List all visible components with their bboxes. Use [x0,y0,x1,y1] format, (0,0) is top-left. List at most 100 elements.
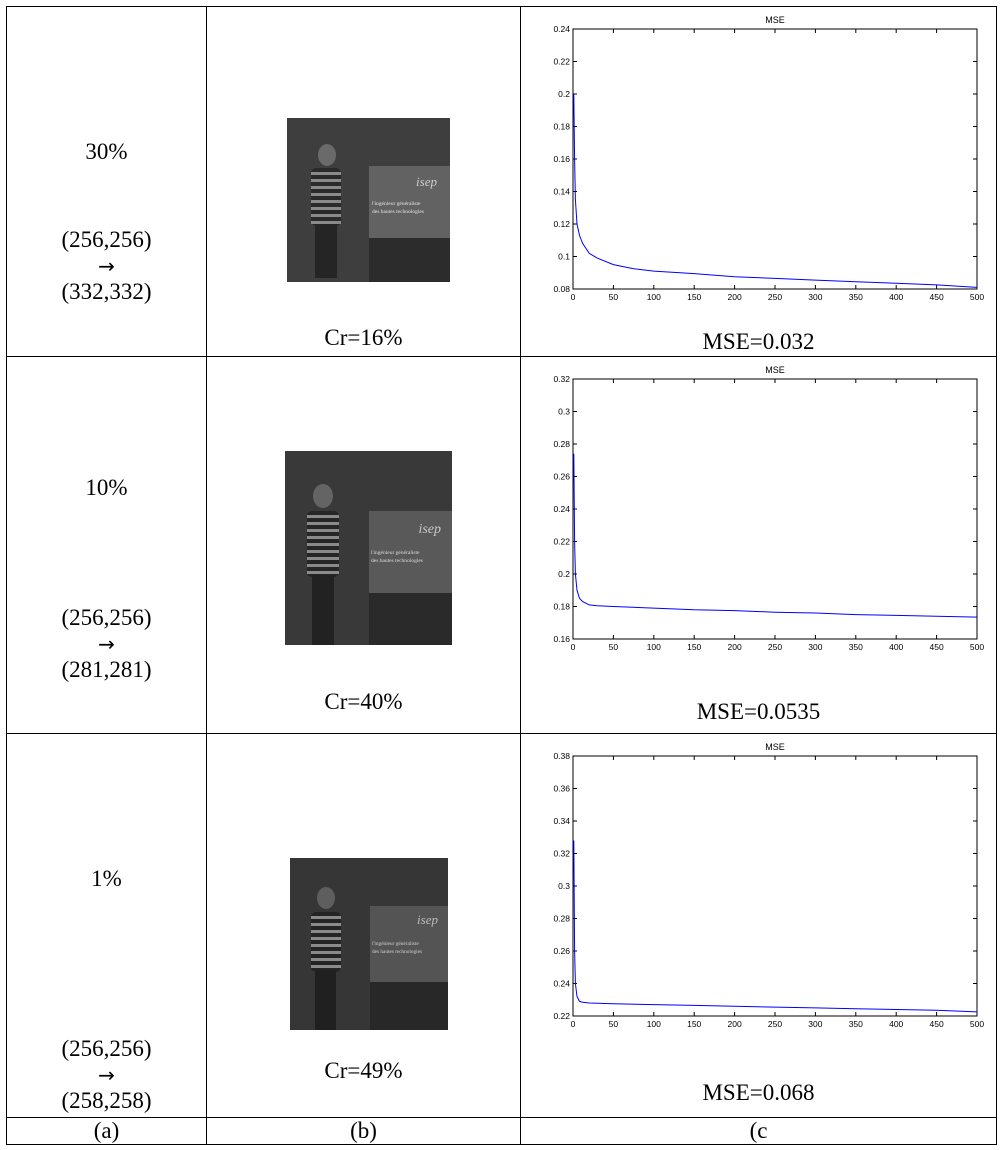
dims-from: (256,256) [61,605,152,630]
mse-chart: MSE 0 50 100 150 200 250 300 350 400 450 500 0.16 0.1… [553,365,984,652]
y-tick-label: 0.14 [553,187,570,197]
y-tick-label: 0.22 [553,57,570,67]
x-tick-label: 50 [609,642,619,652]
x-tick-label: 200 [728,292,742,302]
mse-series-line [573,453,978,618]
dims-from: (256,256) [61,227,152,252]
y-tick-label: 0.2 [558,89,570,99]
mse-series-line [573,93,978,288]
x-tick-label: 300 [808,642,822,652]
compressed-image-graphic: isep l'ingénieur généraliste des hautes … [287,118,450,282]
mse-chart: MSE 0 50 100 150 200 250 300 350 400 450 500 0.08 0.1… [553,15,984,302]
cell-params: 30% (256,256) → (332,332) [6,6,207,357]
cell-image: isep l'ingénieur généraliste des hautes … [206,733,521,1118]
cell-params: 10% (256,256) → (281,281) [6,356,207,734]
sweater-stripe [311,965,341,968]
cell-image: isep l'ingénieur généraliste des hautes … [206,356,521,734]
sweater-stripe [311,193,341,196]
x-tick-label: 450 [930,1019,944,1029]
y-tick-label: 0.18 [553,602,570,612]
sweater-stripe [311,916,341,919]
table-row: 30% (256,256) → (332,332) [6,6,997,357]
person-figure [307,484,339,645]
x-tick-label: 150 [687,1019,701,1029]
sweater-stripe [307,564,339,567]
sweater-stripe [311,214,341,217]
dimension-change: (256,256) → (332,332) [7,227,206,305]
compressed-image-graphic: isep l'ingénieur généraliste des hautes … [290,858,448,1030]
x-tick-label: 200 [728,1019,742,1029]
sweater-stripe [307,529,339,532]
percent-label: 30% [85,139,128,164]
x-tick-label: 400 [889,1019,903,1029]
x-tick-label: 450 [930,642,944,652]
y-tick-label: 0.26 [553,946,570,956]
y-tick-label: 0.22 [553,537,570,547]
y-tick-label: 0.12 [553,219,570,229]
x-tick-label: 150 [687,292,701,302]
mse-value: MSE=0.068 [702,1080,815,1105]
thumb-logo: isep [418,522,441,537]
thumb-logo: isep [417,912,438,927]
y-tick-label: 0.24 [553,504,570,514]
y-tick-label: 0.38 [553,751,570,761]
y-tick-label: 0.36 [553,784,570,794]
compression-ratio: Cr=40% [324,689,403,714]
caption-a: (a) [6,1117,207,1145]
x-tick-label: 350 [849,642,863,652]
thumb-caption-line: des hautes technologies [371,558,423,564]
y-tick-label: 0.34 [553,816,570,826]
sweater-stripe [311,200,341,203]
x-tick-label: 200 [728,642,742,652]
y-tick-label: 0.1 [558,252,570,262]
x-tick-label: 0 [571,292,576,302]
thumb-logo: isep [416,174,437,189]
sweater-stripe [311,937,341,940]
x-tick-label: 100 [647,1019,661,1029]
thumb-caption-line: l'ingénieur généraliste [372,941,419,947]
x-tick-label: 500 [970,1019,984,1029]
x-tick-label: 300 [808,292,822,302]
cell-chart: MSE 0 50 100 150 200 250 300 350 400 450 500 0.16 0.1… [520,356,997,734]
x-tick-label: 300 [808,1019,822,1029]
percent-label: 10% [85,475,128,500]
sweater-stripe [311,930,341,933]
x-tick-label: 100 [647,642,661,652]
x-tick-label: 0 [571,1019,576,1029]
arrow-icon: → [98,632,115,656]
y-tick-label: 0.28 [553,439,570,449]
y-tick-label: 0.18 [553,122,570,132]
chart-title: MSE [765,742,785,752]
sweater-stripe [311,172,341,175]
dimension-change: (256,256) → (258,258) [7,1036,206,1114]
compressed-image-graphic: isep l'ingénieur généraliste des hautes … [285,451,452,645]
arrow-icon: → [98,1063,115,1087]
x-tick-label: 250 [768,1019,782,1029]
sweater-stripe [311,221,341,224]
person-figure [311,887,341,1030]
y-tick-label: 0.16 [553,634,570,644]
compressed-image: isep l'ingénieur généraliste des hautes … [290,858,448,1030]
sweater-stripe [311,179,341,182]
thumb-caption-line: l'ingénieur généraliste [371,550,420,556]
compressed-image: isep l'ingénieur généraliste des hautes … [287,118,450,282]
arrow-icon: → [98,254,115,278]
thumb-caption-line: l'ingénieur généraliste [372,201,421,207]
sweater-stripe [311,951,341,954]
mse-chart: MSE 0 50 100 150 200 250 300 350 400 450 500 0.22 0.2… [553,742,984,1029]
sweater-stripe [311,958,341,961]
cell-params: 1% (256,256) → (258,258) [6,733,207,1118]
dims-to: (332,332) [61,279,152,304]
dims-from: (256,256) [61,1036,152,1061]
y-tick-label: 0.08 [553,284,570,294]
figure-table: 30% (256,256) → (332,332) [6,6,997,1145]
x-tick-label: 350 [849,292,863,302]
mse-series-line [573,840,978,1013]
sweater-stripe [311,923,341,926]
plot-frame [572,755,978,1017]
table-row: 1% (256,256) → (258,258) [6,733,997,1118]
x-tick-label: 400 [889,292,903,302]
mse-value: MSE=0.032 [702,329,815,354]
cell-chart: MSE 0 50 100 150 200 250 300 350 400 450 500 0.08 0.1… [520,6,997,357]
percent-label: 1% [91,866,122,891]
